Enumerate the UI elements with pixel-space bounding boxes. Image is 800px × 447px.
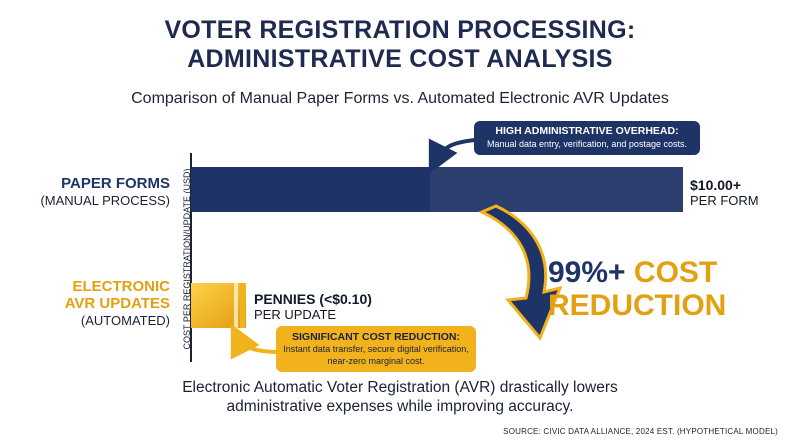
- chart-subtitle: Comparison of Manual Paper Forms vs. Aut…: [131, 90, 669, 107]
- data-label-paper-forms: $10.00+ PER FORM: [690, 177, 759, 209]
- data-label-value: PENNIES (<$0.10): [254, 291, 372, 307]
- reduction-callout-arrow: [230, 323, 281, 360]
- title-line-1: VOTER REGISTRATION PROCESSING:: [164, 16, 636, 44]
- category-name: AVR UPDATES: [64, 295, 170, 312]
- caption-line-1: Electronic Automatic Voter Registration …: [182, 379, 618, 396]
- callout-title: HIGH ADMINISTRATIVE OVERHEAD:: [495, 125, 679, 137]
- reduction-arrow: [478, 204, 563, 341]
- callout-body: Manual data entry, verification, and pos…: [487, 139, 687, 149]
- category-label-avr: ELECTRONIC AVR UPDATES (AUTOMATED): [20, 278, 170, 329]
- category-sub: (MANUAL PROCESS): [40, 193, 170, 208]
- callout-high-overhead: HIGH ADMINISTRATIVE OVERHEAD: Manual dat…: [474, 121, 700, 155]
- caption-line-2: administrative expenses while improving …: [226, 398, 574, 415]
- data-label-unit: PER UPDATE: [254, 307, 337, 322]
- y-axis-label: COST PER REGISTRATION/UPDATE (USD): [182, 168, 192, 350]
- bar-avr-stripe: [234, 283, 238, 328]
- overhead-callout-arrow: [428, 138, 477, 175]
- bar-avr-stripe: [240, 283, 245, 328]
- reduction-word: REDUCTION: [548, 289, 727, 322]
- callout-title: SIGNIFICANT COST REDUCTION:: [292, 331, 460, 343]
- category-name: PAPER FORMS: [61, 175, 170, 192]
- chart-caption: Electronic Automatic Voter Registration …: [0, 378, 800, 416]
- category-label-paper-forms: PAPER FORMS (MANUAL PROCESS): [20, 175, 170, 209]
- callout-cost-reduction: SIGNIFICANT COST REDUCTION: Instant data…: [276, 326, 476, 372]
- category-sub: (AUTOMATED): [80, 313, 170, 328]
- callout-body: near-zero marginal cost.: [327, 356, 425, 366]
- source-note: SOURCE: CIVIC DATA ALLIANCE, 2024 EST. (…: [503, 427, 778, 436]
- callout-body: Instant data transfer, secure digital ve…: [283, 344, 469, 354]
- bar-paper-forms: [191, 167, 683, 212]
- title-line-2: ADMINISTRATIVE COST ANALYSIS: [187, 45, 613, 73]
- bar-paper-highlight: [430, 167, 683, 212]
- data-label-unit: PER FORM: [690, 193, 759, 208]
- data-label-value: $10.00+: [690, 177, 741, 193]
- reduction-annotation: 99%+ COST REDUCTION: [548, 256, 726, 322]
- chart-title: VOTER REGISTRATION PROCESSING: ADMINISTR…: [0, 16, 800, 74]
- category-name: ELECTRONIC: [72, 278, 171, 295]
- reduction-percent: 99%+: [548, 256, 626, 289]
- reduction-cost-word: COST: [633, 256, 718, 289]
- data-label-avr: PENNIES (<$0.10) PER UPDATE: [254, 291, 372, 323]
